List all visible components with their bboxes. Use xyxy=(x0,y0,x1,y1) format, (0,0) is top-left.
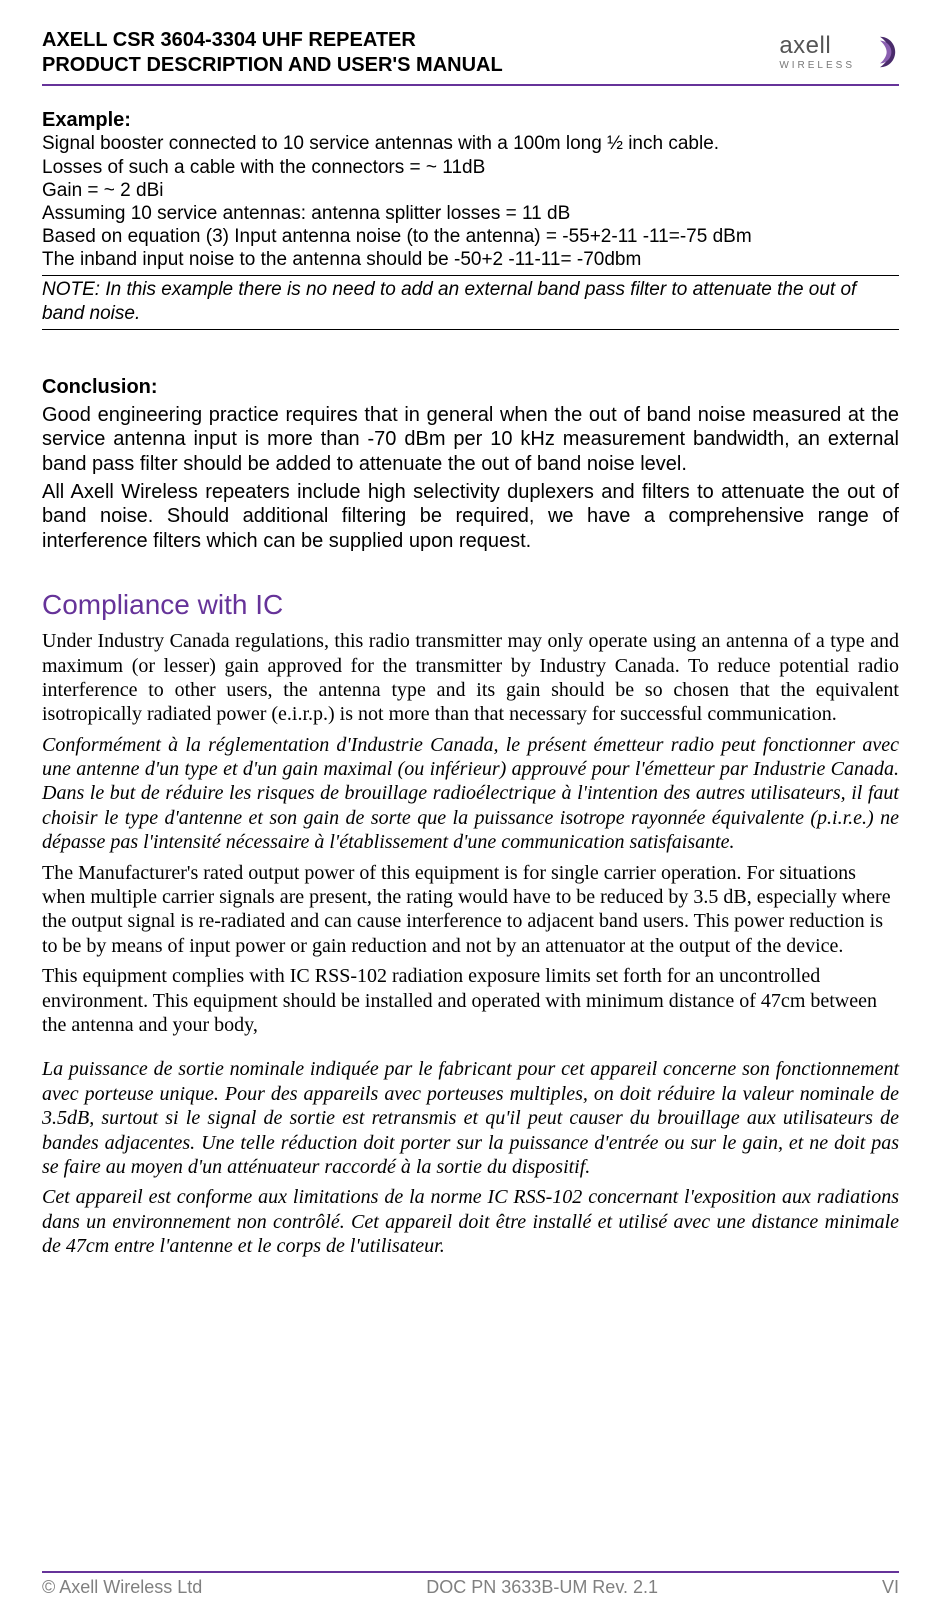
example-line1: Signal booster connected to 10 service a… xyxy=(42,132,899,155)
compliance-p4: This equipment complies with IC RSS-102 … xyxy=(42,964,899,1037)
footer-row: © Axell Wireless Ltd DOC PN 3633B-UM Rev… xyxy=(42,1577,899,1598)
logo-text: axell WIRELESS xyxy=(779,32,855,71)
example-line6: The inband input noise to the antenna sh… xyxy=(42,248,899,271)
header-divider xyxy=(42,84,899,86)
brand-logo: axell WIRELESS xyxy=(779,28,899,71)
example-line5: Based on equation (3) Input antenna nois… xyxy=(42,225,899,248)
conclusion-p1: Good engineering practice requires that … xyxy=(42,403,899,476)
compliance-heading: Compliance with IC xyxy=(42,589,899,621)
page-footer: © Axell Wireless Ltd DOC PN 3633B-UM Rev… xyxy=(42,1571,899,1598)
logo-subtext: WIRELESS xyxy=(779,60,855,71)
page: AXELL CSR 3604-3304 UHF REPEATER PRODUCT… xyxy=(0,0,941,1616)
note-text: NOTE: In this example there is no need t… xyxy=(42,278,899,324)
logo-swirl-icon xyxy=(861,33,899,71)
example-line2: Losses of such a cable with the connecto… xyxy=(42,156,899,179)
conclusion-p2: All Axell Wireless repeaters include hig… xyxy=(42,480,899,553)
note-top-divider xyxy=(42,275,899,276)
compliance-p5-fr: La puissance de sortie nominale indiquée… xyxy=(42,1057,899,1179)
header-line1: AXELL CSR 3604-3304 UHF REPEATER xyxy=(42,28,503,53)
footer-left: © Axell Wireless Ltd xyxy=(42,1577,202,1598)
conclusion-title: Conclusion: xyxy=(42,376,899,399)
header-title-block: AXELL CSR 3604-3304 UHF REPEATER PRODUCT… xyxy=(42,28,503,78)
footer-center: DOC PN 3633B-UM Rev. 2.1 xyxy=(426,1577,658,1598)
page-header: AXELL CSR 3604-3304 UHF REPEATER PRODUCT… xyxy=(42,28,899,78)
compliance-p1: Under Industry Canada regulations, this … xyxy=(42,629,899,727)
header-line2: PRODUCT DESCRIPTION AND USER'S MANUAL xyxy=(42,53,503,78)
example-title: Example: xyxy=(42,108,899,132)
example-section: Example: Signal booster connected to 10 … xyxy=(42,108,899,271)
compliance-p3: The Manufacturer's rated output power of… xyxy=(42,861,899,959)
logo-brand: axell xyxy=(779,32,831,59)
footer-right: VI xyxy=(882,1577,899,1598)
example-line3: Gain = ~ 2 dBi xyxy=(42,179,899,202)
note-bottom-divider xyxy=(42,329,899,330)
compliance-p6-fr: Cet appareil est conforme aux limitation… xyxy=(42,1185,899,1258)
compliance-p2-fr: Conformément à la réglementation d'Indus… xyxy=(42,733,899,855)
footer-divider xyxy=(42,1571,899,1573)
example-line4: Assuming 10 service antennas: antenna sp… xyxy=(42,202,899,225)
